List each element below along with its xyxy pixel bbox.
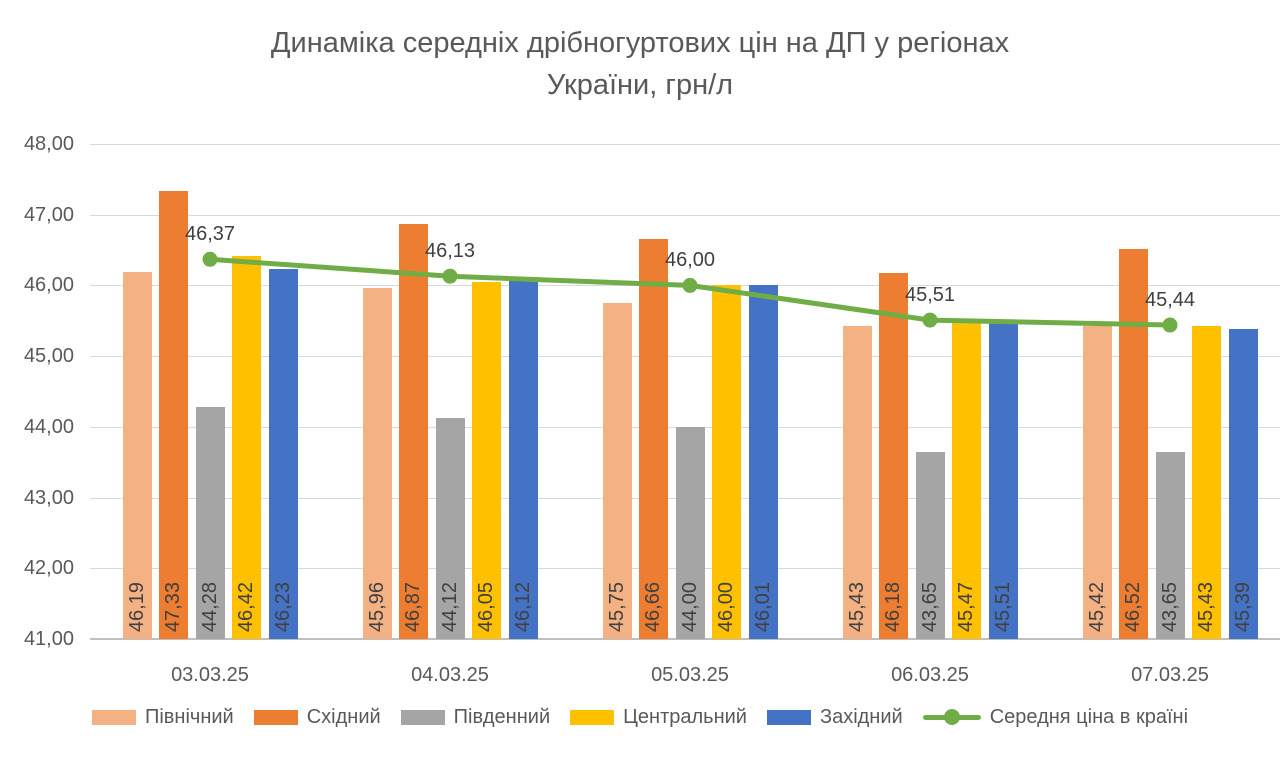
bar-data-label: 45,47 [955, 581, 977, 632]
bar-data-label: 43,65 [918, 581, 941, 632]
bar-Південний-04.03.25: 44,12 [435, 418, 465, 639]
line-data-label: 45,44 [1144, 289, 1196, 312]
bar-data-label: 44,12 [438, 581, 461, 632]
bar-data-label: 46,05 [475, 581, 497, 632]
bar-Центральний-05.03.25: 46,00 [712, 285, 741, 639]
bar-data-label: 46,87 [402, 581, 424, 632]
line-marker [442, 268, 458, 284]
line-marker [202, 251, 218, 267]
x-axis-category-label: 05.03.25 [651, 664, 729, 686]
legend-item-Західний: Західний [766, 705, 903, 729]
legend-label: Північний [144, 705, 234, 728]
bar-data-label: 45,42 [1085, 581, 1108, 632]
bar-data-label: 45,43 [845, 581, 868, 632]
bar-data-label: 46,00 [715, 581, 737, 632]
y-axis-tick-label: 46,00 [23, 274, 74, 297]
bar-Східний-06.03.25: 46,18 [879, 272, 908, 639]
bar-Центральний-03.03.25: 46,42 [232, 255, 261, 639]
x-axis-category-label: 03.03.25 [171, 664, 249, 686]
line-data-label: 45,51 [904, 284, 956, 307]
bar-data-label: 46,18 [882, 581, 904, 632]
bar-data-label: 45,75 [605, 581, 628, 632]
legend-label: Середня ціна в країні [989, 705, 1189, 728]
bar-data-label: 46,66 [642, 581, 664, 632]
legend-swatch [400, 709, 445, 725]
chart-title-line-2: України, грн/л [546, 69, 734, 101]
bar-data-label: 44,28 [198, 581, 221, 632]
line-data-label: 46,13 [424, 240, 476, 263]
legend-swatch [91, 709, 136, 725]
y-axis-tick-label: 44,00 [23, 415, 74, 438]
gridline [90, 356, 1280, 358]
legend: Північний Східний Південний Центральний Захі… [0, 702, 1280, 732]
legend-label: Східний [306, 705, 381, 728]
chart-title-line-1: Динаміка середніх дрібногуртових цін на … [270, 27, 1010, 59]
bar-Центральний-07.03.25: 45,43 [1192, 325, 1221, 639]
bar-Південний-05.03.25: 44,00 [675, 426, 705, 639]
bar-Східний-05.03.25: 46,66 [639, 238, 668, 639]
x-axis-line [90, 638, 1280, 640]
legend-item-Середня ціна в країні: Середня ціна в країні [922, 705, 1189, 729]
bar-Південний-07.03.25: 43,65 [1155, 451, 1185, 639]
bar-data-label: 46,12 [511, 581, 534, 632]
legend-label: Західний [819, 705, 903, 728]
bar-data-label: 45,39 [1231, 581, 1254, 632]
bar-data-label: 46,19 [125, 581, 148, 632]
y-axis-tick-label: 43,00 [23, 486, 74, 509]
y-axis-tick-label: 41,00 [23, 628, 74, 650]
bar-data-label: 45,96 [365, 581, 388, 632]
bar-Західний-05.03.25: 46,01 [748, 284, 778, 639]
bar-data-label: 45,51 [991, 581, 1014, 632]
y-axis-tick-label: 42,00 [23, 557, 74, 580]
legend-label: Центральний [623, 705, 747, 728]
bar-Західний-04.03.25: 46,12 [508, 276, 538, 639]
legend-swatch [253, 709, 298, 725]
x-axis-category-label: 06.03.25 [891, 664, 969, 686]
bar-Східний-03.03.25: 47,33 [159, 191, 188, 639]
gridline [90, 214, 1280, 216]
y-axis-tick-label: 45,00 [23, 345, 74, 368]
legend-item-Північний: Північний [91, 705, 234, 729]
legend-item-Східний: Східний [253, 705, 381, 729]
bar-Північний-07.03.25: 45,42 [1082, 326, 1112, 639]
y-axis-tick-label: 48,00 [23, 133, 74, 155]
x-axis-category-label: 04.03.25 [411, 664, 489, 686]
y-axis-tick-label: 47,00 [23, 203, 74, 226]
bar-Північний-03.03.25: 46,19 [122, 271, 152, 639]
gridline [90, 144, 1280, 145]
legend-dot-glyph [943, 709, 960, 725]
bar-Південний-06.03.25: 43,65 [915, 451, 945, 639]
bar-Південний-03.03.25: 44,28 [195, 407, 225, 639]
legend-item-Центральний: Центральний [570, 706, 747, 729]
legend-line-marker-swatch [922, 709, 981, 726]
legend-swatch [570, 709, 615, 725]
line-data-label: 46,00 [664, 249, 716, 272]
bar-data-label: 45,43 [1195, 581, 1217, 632]
bar-Західний-07.03.25: 45,39 [1228, 328, 1258, 639]
bar-data-label: 46,52 [1122, 581, 1144, 632]
bar-Центральний-06.03.25: 45,47 [952, 322, 981, 639]
bar-Північний-04.03.25: 45,96 [362, 288, 392, 639]
bar-data-label: 46,42 [235, 581, 257, 632]
bar-Північний-06.03.25: 45,43 [842, 325, 872, 639]
bar-data-label: 47,33 [162, 581, 184, 632]
legend-item-Південний: Південний [400, 705, 551, 729]
bar-Центральний-04.03.25: 46,05 [472, 281, 501, 639]
bar-Східний-04.03.25: 46,87 [399, 223, 428, 639]
chart-title: Динаміка середніх дрібногуртових цін на … [0, 22, 1280, 106]
line-marker [922, 312, 938, 328]
bar-data-label: 46,23 [271, 581, 294, 632]
bar-Західний-03.03.25: 46,23 [268, 269, 298, 639]
line-data-label: 46,37 [184, 223, 236, 246]
legend-swatch [766, 709, 811, 725]
bar-data-label: 46,01 [751, 581, 774, 632]
bar-data-label: 44,00 [678, 581, 701, 632]
bar-Північний-05.03.25: 45,75 [602, 303, 632, 639]
bar-data-label: 43,65 [1158, 581, 1181, 632]
x-axis-category-label: 07.03.25 [1131, 664, 1209, 686]
line-marker [1162, 317, 1178, 333]
legend-label: Південний [453, 705, 551, 728]
bar-Західний-06.03.25: 45,51 [988, 320, 1018, 639]
